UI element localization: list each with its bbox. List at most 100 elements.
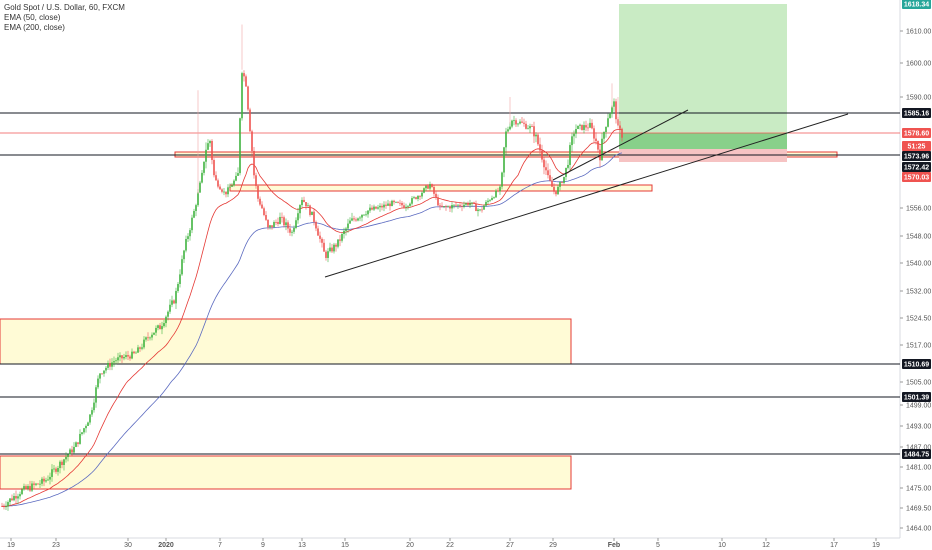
target-area[interactable] — [619, 4, 787, 149]
candle-body — [53, 468, 55, 470]
svg-text:1573.96: 1573.96 — [904, 154, 929, 161]
candle-body — [47, 479, 49, 481]
candle-body — [387, 203, 389, 206]
candle-body — [299, 205, 301, 214]
candle-body — [353, 218, 355, 220]
price-badge: 1572.42 — [902, 162, 931, 172]
candle-body — [129, 356, 131, 359]
candle-body — [553, 186, 555, 192]
candle-body — [461, 205, 463, 207]
candle-body — [27, 486, 29, 489]
candle-body — [361, 214, 363, 218]
candle-body — [71, 449, 73, 453]
candle-body — [113, 361, 115, 363]
candle-body — [581, 124, 583, 130]
candle-body — [121, 355, 123, 359]
demand-zone-lower[interactable] — [0, 455, 572, 490]
candle-body — [599, 149, 601, 161]
candle-body — [591, 122, 593, 129]
zone-band-2[interactable] — [229, 184, 653, 192]
candle-body — [185, 238, 187, 251]
candle-body — [359, 217, 361, 219]
candle-body — [123, 356, 125, 359]
candle-body — [439, 205, 441, 207]
candle-body — [367, 210, 369, 215]
candle-body — [219, 186, 221, 190]
steep-trendline[interactable] — [552, 109, 689, 181]
candle-body — [31, 483, 33, 491]
candle-body — [465, 203, 467, 205]
candle-body — [39, 483, 41, 485]
candle-body — [541, 150, 543, 160]
price-badge: 1484.75 — [902, 449, 931, 459]
candle-body — [597, 141, 599, 150]
candle-body — [501, 172, 503, 187]
candle-body — [485, 201, 487, 206]
candle-body — [85, 425, 87, 429]
candle-body — [311, 211, 313, 215]
candle-body — [173, 300, 175, 304]
candle-body — [195, 205, 197, 212]
candle-body — [357, 218, 359, 221]
candle-body — [369, 207, 371, 211]
candle-body — [261, 204, 263, 209]
y-tick-label: 1540.00 — [906, 261, 931, 268]
x-tick-label: 15 — [341, 542, 349, 549]
price-badges: 1618.34 1585.16 1578.60 51:25 1573.96 1572.42… — [902, 0, 931, 459]
candle-body — [89, 414, 91, 423]
candle-body — [423, 188, 425, 193]
demand-zone-upper[interactable] — [0, 318, 572, 365]
candle-body — [9, 498, 11, 503]
candle-body — [529, 126, 531, 129]
y-tick-label: 1469.50 — [906, 506, 931, 513]
ema50-line — [2, 128, 623, 507]
candle-body — [549, 175, 551, 181]
candle-body — [613, 101, 615, 107]
svg-text:1501.39: 1501.39 — [904, 395, 929, 402]
horizontal-levels — [0, 112, 900, 455]
candle-body — [205, 149, 207, 162]
candle-body — [249, 109, 251, 132]
candle-body — [449, 206, 451, 209]
candle-body — [101, 373, 103, 375]
candle-body — [183, 250, 185, 260]
candle-body — [227, 187, 229, 195]
candle-body — [479, 209, 481, 211]
entry-target-area[interactable] — [619, 133, 787, 149]
y-tick-label: 1487.00 — [906, 445, 931, 452]
y-tick-label: 1464.00 — [906, 526, 931, 533]
candle-body — [73, 446, 75, 453]
x-tick-label: Feb — [608, 542, 620, 549]
candle-body — [463, 204, 465, 207]
svg-text:1484.75: 1484.75 — [904, 452, 929, 459]
price-badge: 1578.60 — [902, 128, 931, 138]
candle-body — [275, 222, 277, 223]
candle-body — [307, 205, 309, 207]
candle-body — [189, 230, 191, 237]
x-tick-label: 10 — [718, 542, 726, 549]
candle-body — [119, 355, 121, 358]
ascending-trendline[interactable] — [324, 113, 849, 278]
candle-body — [79, 433, 81, 444]
candle-body — [25, 486, 27, 489]
candle-body — [191, 217, 193, 231]
candle-body — [415, 197, 417, 199]
y-tick-label: 1481.00 — [906, 465, 931, 472]
candle-body — [215, 175, 217, 181]
candle-body — [37, 483, 39, 485]
candle-body — [325, 251, 327, 258]
candle-body — [11, 498, 13, 501]
candle-body — [577, 125, 579, 130]
candle-body — [523, 122, 525, 124]
candle-body — [381, 205, 383, 208]
candle-body — [95, 387, 97, 403]
y-tick-label: 1475.00 — [906, 486, 931, 493]
candle-body — [143, 339, 145, 348]
candle-body — [459, 204, 461, 206]
x-tick-label: 22 — [446, 542, 454, 549]
candle-body — [545, 167, 547, 171]
candle-body — [393, 200, 395, 203]
candle-body — [365, 214, 367, 216]
price-badge: 1585.16 — [902, 108, 931, 118]
